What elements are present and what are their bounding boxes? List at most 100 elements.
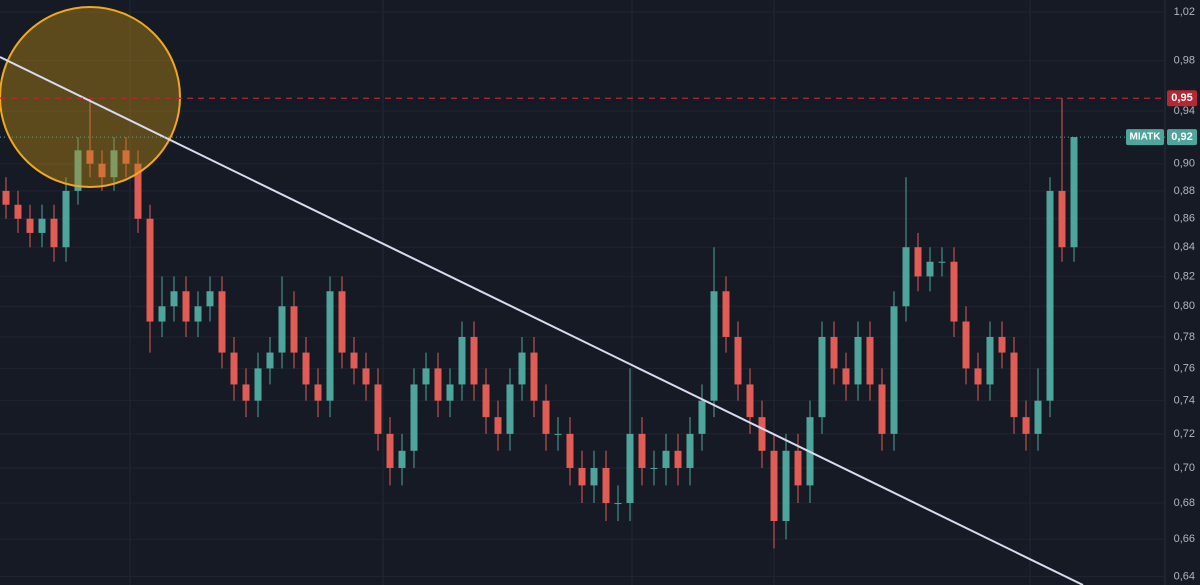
y-tick-label: 0,90 [1174,158,1195,170]
y-tick-label: 0,98 [1174,55,1195,67]
candle-body [74,150,82,191]
candle-body [530,352,538,401]
candle-body [98,163,106,178]
candle-body [662,450,670,468]
candle-body [86,150,94,164]
candle-body [830,336,838,369]
candle-body [1058,190,1066,248]
candle-body [1010,352,1018,418]
candle-body [518,352,526,385]
candle-body [818,336,826,418]
candle-body [50,218,58,248]
candle-body [338,291,346,353]
candle-body [494,417,502,434]
candle-body [218,291,226,353]
candle-body [626,433,634,504]
candle-body [254,368,262,401]
y-tick-label: 0,74 [1174,395,1195,407]
y-tick-label: 0,86 [1174,213,1195,225]
candle-body [194,306,202,322]
candle-body [410,384,418,451]
candle-body [710,291,718,401]
candle-body [590,467,598,486]
y-tick-label: 0,72 [1174,428,1195,440]
candle-body [1022,417,1030,434]
candle-body [722,291,730,337]
candle-body [638,433,646,468]
candle-body [302,352,310,385]
candle-body [746,384,754,418]
last-price-label: 0,92 [1171,131,1192,143]
candle-body [674,450,682,468]
candle-body [38,218,46,233]
candle-body [866,336,874,385]
candle-body [758,417,766,451]
candle-body [566,433,574,468]
y-tick-label: 0,68 [1174,497,1195,509]
candle-body [854,336,862,385]
candle-body [542,400,550,434]
candle-body [482,384,490,418]
y-tick-label: 0,84 [1174,241,1195,253]
candle-body [266,352,274,369]
candle-body [362,368,370,385]
trend-line [0,56,1084,585]
y-tick-label: 1,02 [1174,6,1195,18]
candle-body [1034,400,1042,434]
candle-body [782,450,790,521]
candle-body [794,450,802,486]
candle-body [290,306,298,353]
overlay: 0,95 MIATK 0,92 [0,90,1197,146]
candle-body [770,450,778,521]
candle-body [182,291,190,322]
candle-body [314,384,322,401]
candle-body [506,384,514,434]
highlight-circle [0,6,181,188]
candle-body [62,190,70,248]
candle-body [926,261,934,277]
candle-body [602,467,610,504]
candle-body [278,306,286,353]
candle-body [26,218,34,233]
candle-body [458,336,466,385]
y-tick-label: 0,70 [1174,462,1195,474]
candle-body [422,368,430,385]
candle-body [434,368,442,401]
candle-body [554,433,562,435]
alert-label-box [1167,90,1197,107]
symbol-label: MIATK [1130,132,1162,143]
y-tick-label: 0,64 [1174,570,1195,582]
candle-body [14,204,22,219]
candle-body [374,384,382,434]
candle-body [134,163,142,219]
candle-body [914,247,922,277]
last-price-box [1167,129,1197,146]
candle-body [158,306,166,322]
candle-body [1046,190,1054,401]
candle-body [614,503,622,505]
y-tick-label: 0,88 [1174,185,1195,197]
candle-body [110,150,118,178]
candle-body [842,368,850,385]
candle-body [986,336,994,385]
candle-body [950,261,958,322]
candle-body [974,368,982,385]
candle-body [1070,137,1078,248]
candle-body [2,190,10,205]
y-tick-label: 0,82 [1174,270,1195,282]
candle-body [350,352,358,369]
alert-label: 0,95 [1171,92,1192,104]
y-tick-label: 0,76 [1174,362,1195,374]
candle-body [230,352,238,385]
candle-body [146,218,154,322]
candle-body [734,336,742,385]
y-tick-label: 0,94 [1174,105,1195,117]
y-tick-label: 0,78 [1174,331,1195,343]
candle-body [206,291,214,307]
candle-body [890,306,898,434]
candle-body [962,321,970,369]
candle-body [938,261,946,263]
candle-body [242,384,250,401]
